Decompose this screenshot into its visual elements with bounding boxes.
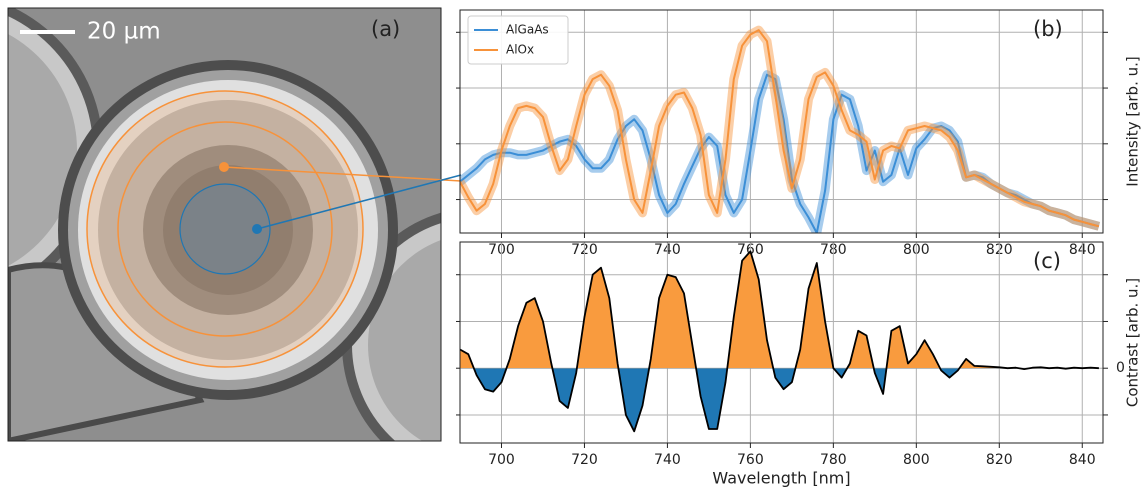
legend-box xyxy=(467,15,569,65)
x-tick-label: 720 xyxy=(571,452,598,468)
image-frame xyxy=(7,7,442,442)
marker xyxy=(252,224,262,234)
connector xyxy=(223,166,462,182)
x-tick-label: 740 xyxy=(654,452,681,468)
plot-frame xyxy=(459,9,1104,234)
legend-label: AlGaAs xyxy=(506,23,549,37)
x-axis-label: Wavelength [nm] xyxy=(712,469,850,488)
series-line xyxy=(460,29,1100,228)
scale-bar-label: 20 µm xyxy=(87,19,161,45)
plot-area xyxy=(460,250,1099,433)
micrograph: 20 µm (a) xyxy=(8,8,441,441)
legend-label: AlOx xyxy=(506,43,534,57)
contrast-line xyxy=(460,250,1099,433)
x-tick-label: 700 xyxy=(488,452,515,468)
panel-label: (c) xyxy=(1033,249,1061,273)
x-tick-label: 820 xyxy=(986,452,1013,468)
plot-frame xyxy=(459,241,1104,444)
marker xyxy=(219,162,229,172)
y-axis-label: Intensity [arb. u.] xyxy=(1124,56,1142,186)
panel-label: (a) xyxy=(371,17,400,41)
negative-area xyxy=(473,368,1070,432)
plot-area xyxy=(460,25,1101,233)
panel-label: (b) xyxy=(1033,17,1063,41)
legend: AlGaAs AlOx xyxy=(467,15,569,65)
y-tick-label: 0 xyxy=(1116,360,1125,376)
connector xyxy=(256,174,462,230)
y-axis-label: Contrast [arb. u.] xyxy=(1124,278,1142,407)
x-tick-label: 800 xyxy=(903,452,930,468)
x-tick-label: 760 xyxy=(737,452,764,468)
x-tick-label: 840 xyxy=(1069,452,1096,468)
x-tick-label: 780 xyxy=(820,452,847,468)
positive-area xyxy=(460,251,1099,369)
